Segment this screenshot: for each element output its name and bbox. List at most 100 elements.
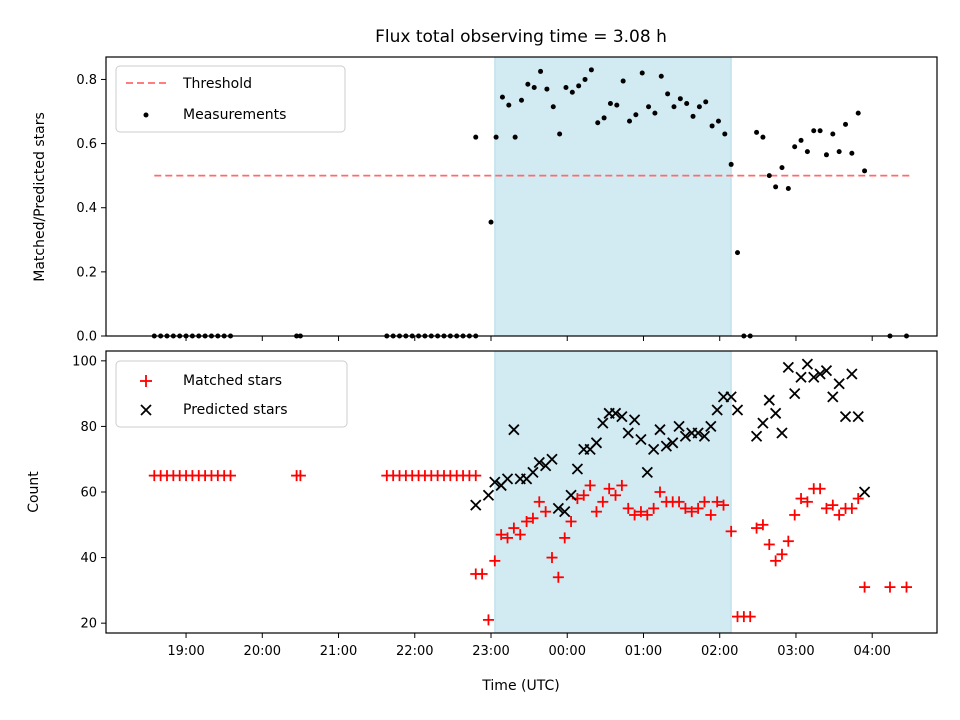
measurement-point bbox=[582, 76, 588, 82]
measurement-point bbox=[607, 101, 613, 106]
y-tick-label: 100 bbox=[72, 354, 97, 369]
matched-star-point bbox=[590, 506, 602, 518]
predicted-star-point bbox=[692, 427, 704, 439]
measurement-point bbox=[627, 118, 633, 124]
predicted-star-point bbox=[559, 506, 571, 518]
x-bar bbox=[660, 440, 672, 452]
matched-star-point bbox=[616, 479, 628, 491]
matched-star-point bbox=[521, 516, 533, 528]
y-tick-label: 0.4 bbox=[76, 201, 97, 216]
bottom-panel: 20 40 60 80 100 19:00 20:00 21:00 22:00 23:00 00:… bbox=[26, 350, 938, 694]
x-bar bbox=[489, 476, 501, 488]
matched-star-point bbox=[470, 470, 482, 482]
measurement-point bbox=[531, 84, 537, 90]
x-bar bbox=[590, 437, 603, 449]
predicted-star-point bbox=[673, 420, 685, 433]
matched-star-point bbox=[533, 496, 545, 508]
matched-star-point bbox=[489, 555, 501, 567]
measurement-point bbox=[830, 131, 836, 137]
measurement-point bbox=[766, 173, 772, 179]
measurement-point bbox=[760, 134, 766, 140]
matched-star-point bbox=[508, 522, 520, 534]
measurement-point bbox=[735, 250, 741, 256]
predicted-star-point bbox=[635, 433, 647, 446]
measurement-point bbox=[519, 97, 524, 103]
predicted-star-point bbox=[789, 387, 801, 400]
predicted-star-point bbox=[648, 443, 660, 456]
x-bar bbox=[527, 466, 539, 478]
top-panel: 0.00.20.40.60.8 Matched/Predicted stars … bbox=[32, 56, 938, 345]
x-tick-label: 23:00 bbox=[472, 644, 509, 659]
x-bar bbox=[673, 420, 685, 433]
x-tick-label: 19:00 bbox=[167, 644, 204, 659]
matched-star-point bbox=[629, 509, 641, 521]
predicted-star-point bbox=[852, 410, 864, 423]
matched-star-point bbox=[795, 493, 807, 505]
x-bar bbox=[711, 404, 723, 416]
measurement-point bbox=[620, 78, 626, 84]
predicted-star-point bbox=[622, 427, 634, 439]
x-bar bbox=[648, 443, 660, 456]
predicted-star-point bbox=[731, 404, 744, 416]
matched-star-points bbox=[148, 470, 913, 626]
x-tick-label: 02:00 bbox=[701, 644, 738, 659]
matched-star-point bbox=[597, 496, 609, 508]
x-bar bbox=[667, 437, 679, 449]
predicted-star-point bbox=[660, 440, 672, 452]
measurement-point bbox=[785, 185, 791, 191]
y-tick-label: 20 bbox=[80, 617, 97, 632]
y-tick-label: 0.2 bbox=[76, 265, 97, 280]
matched-star-point bbox=[846, 502, 858, 514]
matched-star-point bbox=[711, 496, 723, 508]
matched-star-point bbox=[782, 535, 794, 547]
bottom-y-axis-label: Count bbox=[26, 471, 42, 513]
measurement-point bbox=[715, 118, 721, 124]
measurement-point bbox=[696, 104, 702, 110]
x-bar bbox=[552, 502, 564, 515]
x-bar bbox=[635, 433, 647, 446]
x-bar bbox=[679, 430, 692, 442]
x-tick-label: 22:00 bbox=[396, 644, 433, 659]
matched-star-point bbox=[527, 512, 539, 524]
y-tick-label: 60 bbox=[80, 486, 97, 501]
x-bar bbox=[546, 453, 558, 465]
matched-star-point bbox=[833, 509, 845, 521]
x-bar bbox=[820, 365, 833, 377]
predicted-star-point bbox=[552, 502, 564, 515]
measurement-point bbox=[754, 129, 760, 135]
predicted-star-point bbox=[527, 466, 539, 478]
y-tick-label: 0.6 bbox=[76, 137, 97, 152]
matched-star-point bbox=[776, 548, 788, 560]
matched-star-point bbox=[584, 479, 596, 491]
predicted-star-point bbox=[769, 407, 782, 419]
matched-star-point bbox=[686, 506, 698, 518]
matched-star-point bbox=[801, 496, 813, 508]
matched-star-point bbox=[827, 499, 839, 511]
x-bar bbox=[698, 430, 711, 442]
x-bar bbox=[565, 489, 577, 501]
measurement-point bbox=[576, 83, 582, 89]
predicted-star-point bbox=[858, 486, 871, 498]
top-x-ticks bbox=[185, 336, 873, 341]
predicted-star-point bbox=[833, 378, 845, 390]
x-tick-label: 00:00 bbox=[549, 644, 586, 659]
matched-star-point bbox=[622, 502, 634, 514]
x-tick-label: 04:00 bbox=[853, 644, 890, 659]
matched-star-point bbox=[482, 614, 494, 626]
top-legend-frame bbox=[115, 65, 346, 133]
predicted-star-point bbox=[839, 410, 852, 423]
matched-star-point bbox=[654, 486, 666, 498]
measurement-point bbox=[557, 131, 563, 137]
predicted-star-point bbox=[827, 391, 839, 403]
legend-threshold-label: Threshold bbox=[182, 76, 252, 92]
matched-star-point bbox=[514, 529, 526, 541]
y-tick-label: 80 bbox=[80, 420, 97, 435]
measurement-point bbox=[665, 91, 671, 97]
y-tick-label: 40 bbox=[80, 551, 97, 566]
legend-predicted-label: Predicted stars bbox=[183, 402, 288, 418]
measurement-point bbox=[563, 84, 569, 90]
predicted-star-point bbox=[508, 424, 520, 436]
chart-title: Flux total observing time = 3.08 h bbox=[375, 27, 667, 47]
predicted-star-point bbox=[597, 417, 609, 429]
predicted-star-point bbox=[782, 361, 794, 374]
